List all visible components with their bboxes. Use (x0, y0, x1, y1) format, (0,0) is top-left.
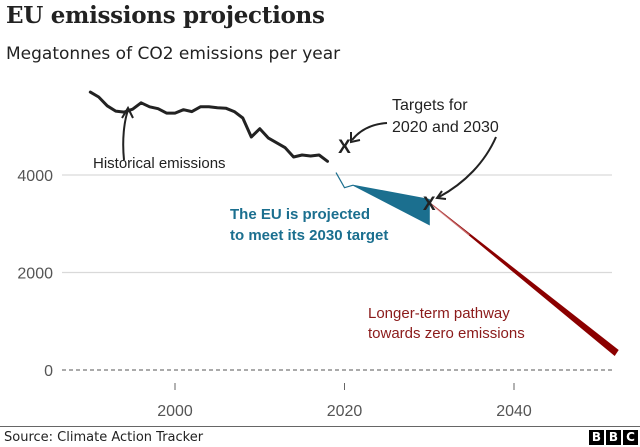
historical-emissions-line (88, 90, 329, 163)
pathway-label-line2: towards zero emissions (368, 325, 525, 342)
bbc-logo-letter: B (589, 430, 604, 445)
chart-title: EU emissions projections (6, 2, 325, 29)
y-tick-label: 2000 (17, 266, 53, 283)
targets-label-line2: 2020 and 2030 (392, 119, 499, 136)
bbc-logo: B B C (589, 430, 638, 445)
pathway-line (429, 202, 619, 356)
target-marker: X (338, 137, 351, 158)
x-tick-label: 2020 (327, 403, 363, 420)
target-2020-arrow (351, 122, 388, 141)
target-2020-arrowhead (350, 132, 361, 144)
grid-lines (62, 174, 612, 371)
y-tick-label: 4000 (17, 168, 53, 185)
pathway-fade (428, 202, 470, 236)
bbc-logo-letter: B (606, 430, 621, 445)
projection-band (352, 184, 430, 226)
historical-label: Historical emissions (93, 155, 226, 172)
y-tick-label: 0 (44, 363, 53, 380)
projected-label-line1: The EU is projected (230, 206, 370, 223)
projection-line (335, 172, 354, 189)
chart-subtitle: Megatonnes of CO2 emissions per year (6, 44, 341, 64)
historical-arrow (122, 109, 129, 161)
x-tick-label: 2000 (157, 403, 193, 420)
targets-label-line1: Targets for (392, 97, 468, 114)
target-2030-arrowhead (435, 190, 447, 200)
x-ticks: 2000 2020 2040 (157, 383, 532, 420)
bbc-logo-letter: C (623, 430, 638, 445)
y-tick-labels: 0 2000 4000 (17, 168, 53, 380)
historical-arrowhead (121, 105, 134, 119)
target-2030-arrow (438, 136, 497, 198)
source-credit: Source: Climate Action Tracker (4, 430, 204, 445)
footer-divider (0, 426, 640, 427)
pathway-label-line1: Longer-term pathway (368, 305, 510, 322)
series-layer: XX (88, 90, 619, 356)
target-marker: X (423, 194, 436, 215)
projected-label-line2: to meet its 2030 target (230, 227, 388, 244)
x-tick-label: 2040 (496, 403, 532, 420)
